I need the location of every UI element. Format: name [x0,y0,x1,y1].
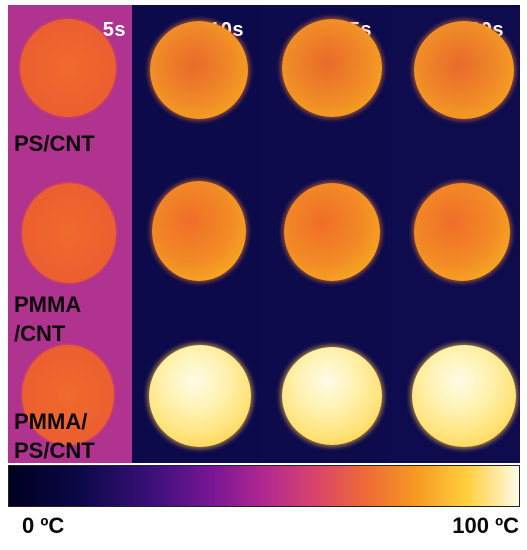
disk-pmma-ps-cnt-20s [412,345,516,447]
disk-pmma-ps-cnt-5s [22,345,114,445]
panel-5s: 5s [8,5,132,463]
time-label-5s: 5s [102,19,126,41]
temperature-colorbar [8,465,520,507]
disk-pmma-ps-cnt-15s [282,347,382,445]
sample-label-ps-cnt: PS/CNT [14,131,95,156]
colorbar-min-label: 0 ºC [22,513,65,538]
disk-pmma-ps-cnt-10s [149,345,251,447]
panel-20s: 20s [388,5,520,463]
thermal-image-grid: 5s 10s 15s 20s PS/CNT PMMA /CNT PMMA/ PS… [8,5,520,463]
disk-ps-cnt-10s [150,21,248,119]
disk-ps-cnt-15s [282,19,382,117]
disk-ps-cnt-5s [20,19,116,117]
panel-15s: 15s [260,5,388,463]
disk-pmma-cnt-5s [22,183,116,283]
colorbar-max-label: 100 ºC [452,513,519,538]
disk-pmma-cnt-20s [414,183,510,281]
sample-label-pmma-ps-cnt: PMMA/ PS/CNT [14,409,95,463]
disk-ps-cnt-20s [414,21,514,119]
disk-pmma-cnt-10s [152,181,246,281]
panel-10s: 10s [132,5,260,463]
disk-pmma-cnt-15s [284,183,380,281]
sample-label-pmma-cnt: PMMA /CNT [14,292,82,346]
